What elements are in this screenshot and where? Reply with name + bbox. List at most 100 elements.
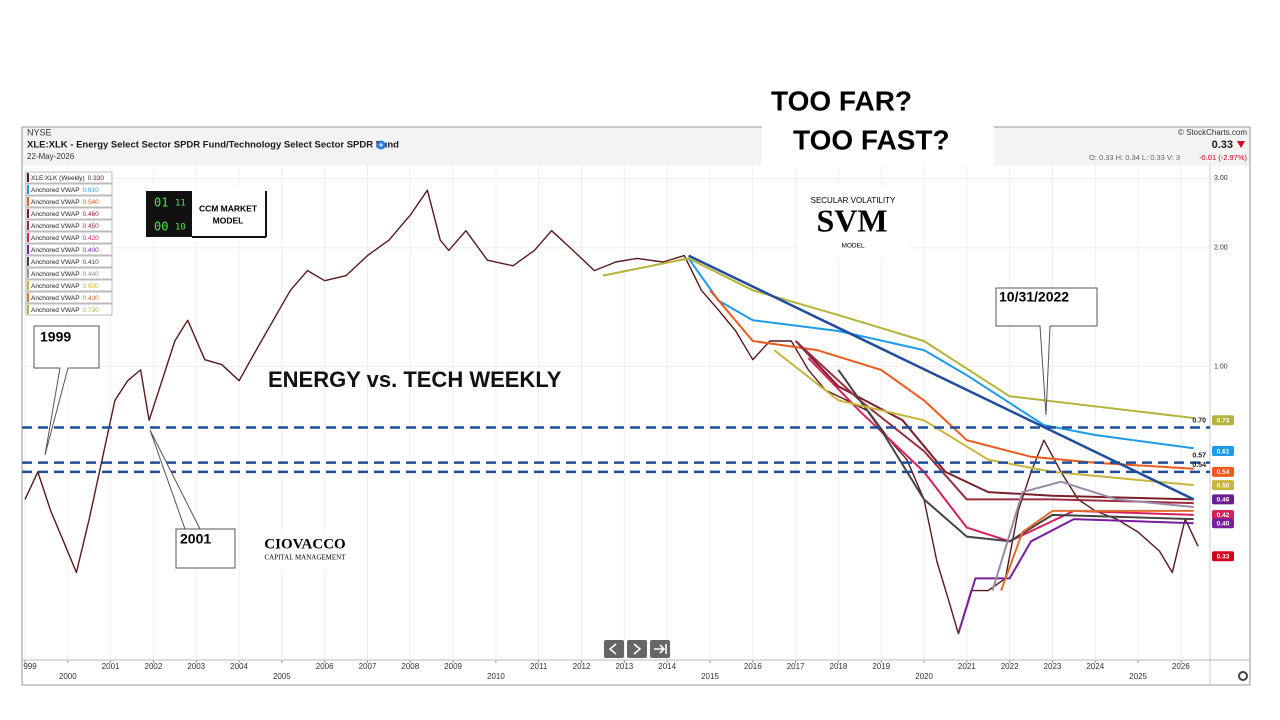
- legend-name: Anchored VWAP: [31, 211, 80, 218]
- level-label: 0.57: [1192, 453, 1206, 460]
- legend-value: 0.610: [83, 187, 100, 194]
- price-line: [24, 189, 1199, 635]
- legend-item: [25, 255, 113, 268]
- legend-name: Anchored VWAP: [31, 283, 80, 290]
- legend-label: Anchored VWAP 0.540: [31, 199, 99, 206]
- y-tick-label: 1.00: [1214, 363, 1228, 370]
- ciovacco-sub: CAPITAL MANAGEMENT: [264, 554, 346, 562]
- legend-value: 0.730: [83, 307, 100, 314]
- legend-value: 0.420: [83, 235, 100, 242]
- x-tick-label: 2006: [316, 662, 334, 671]
- level-label: 0.70: [1192, 417, 1206, 424]
- legend-swatch: [27, 185, 29, 194]
- x-tick-label: 2008: [401, 662, 419, 671]
- legend-label: Anchored VWAP 0.440: [31, 271, 99, 278]
- legend-item: [25, 207, 113, 220]
- ccm-digit: 01: [154, 196, 168, 210]
- price-badge-label: 0.61: [1217, 448, 1230, 455]
- add-icon-glyph: +: [379, 141, 384, 150]
- vwap-line: [773, 349, 1194, 487]
- chart-title: XLE:XLK - Energy Select Sector SPDR Fund…: [27, 140, 399, 151]
- ccm-digit: 00: [154, 220, 168, 234]
- legend-name: Anchored VWAP: [31, 199, 80, 206]
- plot: 999 2000 2001 2002 2003 2004 2005 2006 2007 2008 2…: [22, 165, 1234, 681]
- price-badge: [1212, 466, 1234, 477]
- vwap-line: [991, 480, 1194, 591]
- prev-button[interactable]: [604, 640, 624, 658]
- chart-label: ENERGY vs. TECH WEEKLY: [268, 367, 562, 392]
- x-tick-label: 2016: [744, 662, 762, 671]
- ccm-digit: 11: [175, 199, 186, 209]
- x-tick-label: 2025: [1129, 672, 1147, 681]
- legend-swatch: [27, 221, 29, 230]
- ciovacco-name: CIOVACCO: [264, 536, 345, 552]
- legend-item: [25, 219, 113, 232]
- end-icon: [654, 644, 667, 654]
- price-badge-label: 0.33: [1217, 553, 1230, 560]
- x-tick-label: 2007: [359, 662, 377, 671]
- change: -0.01 (-2.97%): [1199, 153, 1247, 162]
- callout-1999: [33, 325, 100, 456]
- x-tick-label: 2001: [102, 662, 120, 671]
- chart-date: 22-May-2026: [27, 152, 75, 161]
- legend-swatch: [27, 233, 29, 242]
- add-icon[interactable]: [376, 140, 386, 150]
- legend-label: Anchored VWAP 0.430: [31, 295, 99, 302]
- legend-name: Anchored VWAP: [31, 223, 80, 230]
- price-badge: [1212, 415, 1234, 426]
- price-badge: [1212, 551, 1234, 562]
- legend-label: Anchored VWAP 0.730: [31, 307, 99, 314]
- x-tick-label: 2024: [1086, 662, 1104, 671]
- legend-label: Anchored VWAP 0.410: [31, 259, 99, 266]
- callout-label: 1999: [40, 329, 71, 345]
- x-tick-label: 2004: [230, 662, 248, 671]
- down-arrow: [1237, 141, 1245, 148]
- x-tick-label: 2022: [1001, 662, 1019, 671]
- x-tick-label: 2019: [872, 662, 890, 671]
- vwap-line: [794, 340, 1194, 505]
- price-badge-label: 0.40: [1217, 521, 1230, 528]
- legend-name: Anchored VWAP: [31, 271, 80, 278]
- ccm-text: MODEL: [213, 215, 244, 225]
- legend-swatch: [27, 293, 29, 302]
- callout-label: 10/31/2022: [999, 289, 1069, 305]
- next-button[interactable]: [627, 640, 647, 658]
- x-tick-label: 2013: [615, 662, 633, 671]
- headline-2: TOO FAST?: [793, 124, 950, 155]
- legend-name: Anchored VWAP: [31, 295, 80, 302]
- price-badge: [1212, 509, 1234, 520]
- x-tick-label: 999: [23, 662, 37, 671]
- legend-item: [25, 171, 113, 184]
- x-tick-label: 2011: [530, 662, 548, 671]
- legend-label: Anchored VWAP 0.610: [31, 187, 99, 194]
- vwap-line: [709, 289, 1194, 470]
- price-badge-label: 0.54: [1217, 469, 1230, 476]
- legend-name: Anchored VWAP: [31, 259, 80, 266]
- legend-item: [25, 195, 113, 208]
- price-badge: [1212, 446, 1234, 457]
- price-badge-label: 0.50: [1217, 482, 1230, 489]
- vwap-line: [1000, 509, 1194, 591]
- settings-icon[interactable]: [1238, 671, 1248, 681]
- vwap-line: [687, 257, 1194, 450]
- x-tick-label: 2018: [830, 662, 848, 671]
- legend-swatch: [27, 209, 29, 218]
- x-tick-label: 2010: [487, 672, 505, 681]
- vwap-line: [602, 257, 1194, 419]
- ccm-logo-square: [146, 191, 192, 237]
- ohlc: O: 0.33 H: 0.34 L: 0.33 V: 3: [1089, 153, 1180, 162]
- ccm-text: CCM MARKET: [199, 203, 258, 213]
- x-tick-label: 2002: [145, 662, 163, 671]
- x-tick-label: 2000: [59, 672, 77, 681]
- y-tick-label: 3.00: [1214, 175, 1228, 182]
- x-tick-label: 2015: [701, 672, 719, 681]
- legend-swatch: [27, 257, 29, 266]
- price-badge-label: 0.42: [1217, 512, 1230, 519]
- legend-name: Anchored VWAP: [31, 235, 80, 242]
- x-tick-label: 2014: [658, 662, 676, 671]
- legend-value: 0.430: [83, 295, 100, 302]
- x-tick-label: 2012: [573, 662, 591, 671]
- legend-name: Anchored VWAP: [31, 187, 80, 194]
- svm-title: SVM: [816, 202, 887, 238]
